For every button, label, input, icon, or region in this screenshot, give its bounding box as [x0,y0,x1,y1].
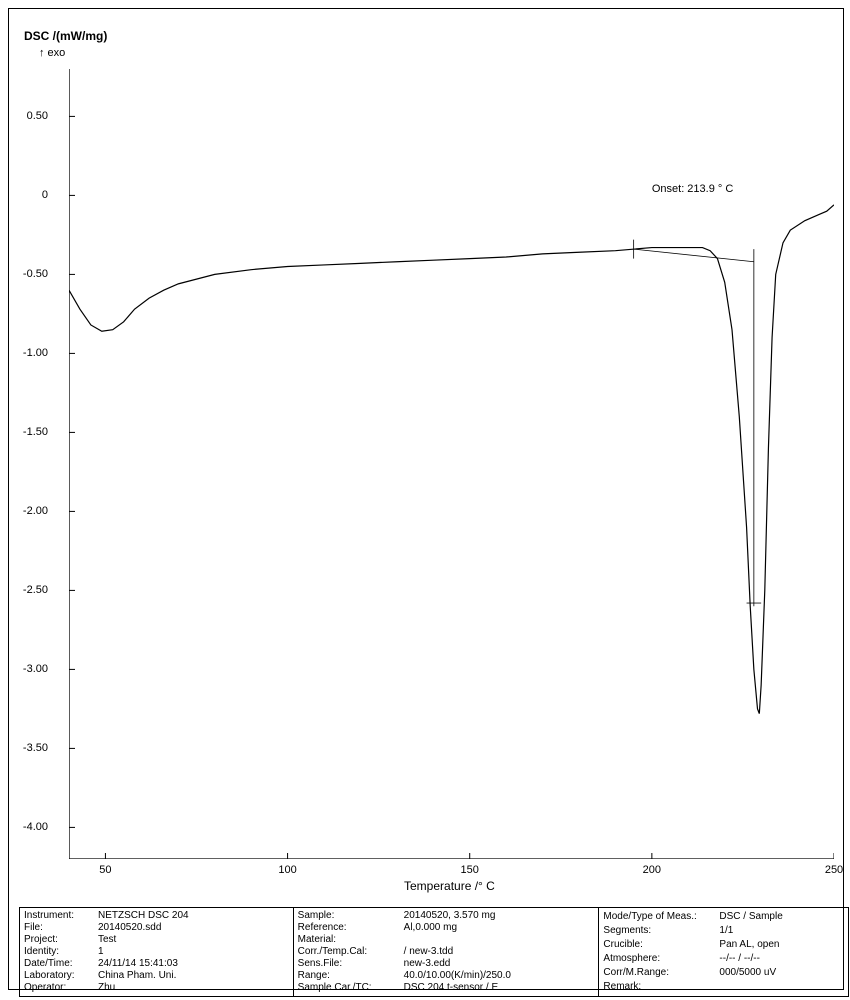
onset-annotation: Onset: 213.9 ° C [652,183,733,195]
metadata-row: Laboratory: China Pham. Uni. [24,970,289,982]
metadata-row: Sample: 20140520, 3.570 mg [298,910,595,922]
metadata-value: Pan AL, open [719,939,779,951]
y-tick-label: -2.50 [8,584,48,596]
metadata-value: DSC 204 t-sensor / E [404,982,498,994]
metadata-key: Project: [24,934,92,946]
metadata-row: Project: Test [24,934,289,946]
x-tick-label: 100 [278,864,296,876]
metadata-key: Identity: [24,946,92,958]
x-tick-label: 200 [643,864,661,876]
x-tick-label: 50 [99,864,111,876]
metadata-key: Sample: [298,910,398,922]
metadata-value: 000/5000 uV [719,967,776,979]
metadata-col-2: Sample: 20140520, 3.570 mg Reference: Al,0.… [294,908,600,996]
metadata-key: Atmosphere: [603,953,713,965]
metadata-value: --/-- / --/-- [719,953,760,965]
metadata-key: Corr/M.Range: [603,967,713,979]
metadata-row: Segments: 1/1 [603,925,844,937]
metadata-key: Operator: [24,982,92,994]
metadata-value: 20140520, 3.570 mg [404,910,496,922]
metadata-value: new-3.edd [404,958,451,970]
metadata-row: Atmosphere: --/-- / --/-- [603,953,844,965]
metadata-row: Remark: [603,981,844,993]
y-tick-label: -2.00 [8,505,48,517]
metadata-value: Test [98,934,116,946]
metadata-value: 20140520.sdd [98,922,161,934]
y-tick-label: 0.50 [8,110,48,122]
metadata-row: Corr/M.Range: 000/5000 uV [603,967,844,979]
metadata-table: Instrument: NETZSCH DSC 204 File: 20140520.… [19,907,849,997]
metadata-value: 1/1 [719,925,733,937]
metadata-value: Al,0.000 mg [404,922,457,934]
y-tick-label: -0.50 [8,268,48,280]
metadata-value: 1 [98,946,104,958]
y-tick-label: -4.00 [8,821,48,833]
metadata-key: Corr./Temp.Cal: [298,946,398,958]
metadata-row: File: 20140520.sdd [24,922,289,934]
metadata-row: Mode/Type of Meas.: DSC / Sample [603,911,844,923]
metadata-value: Zhu [98,982,115,994]
y-tick-label: -3.50 [8,742,48,754]
metadata-key: Remark: [603,981,713,993]
metadata-row: Crucible: Pan AL, open [603,939,844,951]
metadata-value: / new-3.tdd [404,946,453,958]
metadata-row: Identity: 1 [24,946,289,958]
outer-frame: DSC /(mW/mg) ↑ exo 0.50 0 -0.50 -1.00 -1.50 -… [8,8,844,990]
y-tick-label: -1.50 [8,426,48,438]
metadata-row: Instrument: NETZSCH DSC 204 [24,910,289,922]
metadata-value: DSC / Sample [719,911,782,923]
metadata-row: Sample Car./TC: DSC 204 t-sensor / E [298,982,595,994]
metadata-key: File: [24,922,92,934]
metadata-key: Range: [298,970,398,982]
metadata-col-1: Instrument: NETZSCH DSC 204 File: 20140520.… [20,908,294,996]
metadata-row: Range: 40.0/10.00(K/min)/250.0 [298,970,595,982]
metadata-key: Instrument: [24,910,92,922]
metadata-row: Operator: Zhu [24,982,289,994]
metadata-value: 40.0/10.00(K/min)/250.0 [404,970,511,982]
metadata-key: Segments: [603,925,713,937]
y-axis-label: DSC /(mW/mg) [24,29,107,43]
metadata-value: 24/11/14 15:41:03 [98,958,178,970]
metadata-row: Corr./Temp.Cal: / new-3.tdd [298,946,595,958]
metadata-key: Date/Time: [24,958,92,970]
metadata-key: Material: [298,934,398,946]
metadata-row: Reference: Al,0.000 mg [298,922,595,934]
metadata-key: Sens.File: [298,958,398,970]
x-tick-label: 250 [825,864,843,876]
metadata-row: Date/Time: 24/11/14 15:41:03 [24,958,289,970]
metadata-value: NETZSCH DSC 204 [98,910,189,922]
metadata-key: Mode/Type of Meas.: [603,911,713,923]
metadata-key: Sample Car./TC: [298,982,398,994]
x-axis-label: Temperature /° C [404,879,495,893]
metadata-value: China Pham. Uni. [98,970,176,982]
metadata-row: Material: [298,934,595,946]
exo-indicator: ↑ exo [39,47,65,59]
y-tick-label: 0 [8,189,48,201]
metadata-row: Sens.File: new-3.edd [298,958,595,970]
metadata-key: Reference: [298,922,398,934]
y-tick-label: -1.00 [8,347,48,359]
metadata-key: Laboratory: [24,970,92,982]
y-tick-label: -3.00 [8,663,48,675]
metadata-key: Crucible: [603,939,713,951]
x-tick-label: 150 [461,864,479,876]
metadata-col-3: Mode/Type of Meas.: DSC / Sample Segments:… [599,908,848,996]
